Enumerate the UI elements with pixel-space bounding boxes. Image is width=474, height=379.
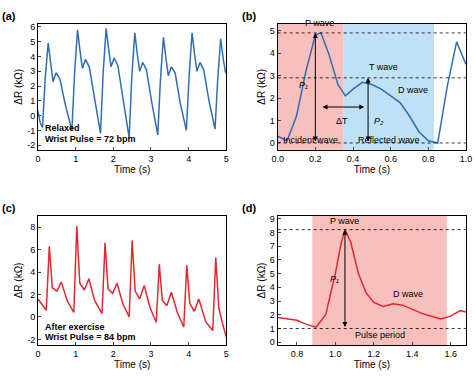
svg-text:D wave: D wave — [398, 85, 428, 95]
svg-text:3: 3 — [270, 71, 275, 81]
svg-text:0.0: 0.0 — [271, 154, 284, 164]
svg-text:Wrist Pulse = 72 bpm: Wrist Pulse = 72 bpm — [45, 134, 136, 144]
svg-text:0.2: 0.2 — [309, 154, 322, 164]
svg-text:1.2: 1.2 — [368, 349, 381, 359]
svg-text:6: 6 — [30, 245, 35, 255]
svg-text:-2: -2 — [27, 335, 35, 345]
svg-text:4: 4 — [186, 349, 191, 359]
svg-text:2: 2 — [270, 93, 275, 103]
svg-text:1.0: 1.0 — [460, 154, 473, 164]
svg-text:1.0: 1.0 — [329, 349, 342, 359]
svg-text:P₁: P₁ — [299, 80, 308, 90]
svg-text:0: 0 — [30, 312, 35, 322]
svg-text:(d): (d) — [242, 202, 256, 214]
svg-text:4: 4 — [186, 154, 191, 164]
svg-text:0: 0 — [270, 337, 275, 347]
svg-text:Time (s): Time (s) — [354, 164, 390, 175]
svg-text:P₂: P₂ — [374, 116, 384, 126]
svg-text:5: 5 — [224, 154, 229, 164]
svg-text:0: 0 — [35, 349, 40, 359]
svg-text:2: 2 — [270, 310, 275, 320]
svg-text:P wave: P wave — [330, 216, 359, 226]
svg-text:3: 3 — [148, 154, 153, 164]
svg-text:4: 4 — [30, 267, 35, 277]
svg-text:Incident wave: Incident wave — [283, 135, 338, 145]
svg-text:(a): (a) — [2, 10, 16, 22]
svg-text:2: 2 — [30, 290, 35, 300]
svg-text:1.4: 1.4 — [406, 349, 419, 359]
svg-text:Time (s): Time (s) — [114, 164, 150, 175]
svg-text:ΔT: ΔT — [336, 116, 348, 126]
svg-text:-1: -1 — [27, 126, 35, 136]
svg-text:8: 8 — [30, 222, 35, 232]
svg-text:6: 6 — [30, 22, 35, 32]
svg-text:D wave: D wave — [393, 289, 423, 299]
svg-text:0.8: 0.8 — [422, 154, 435, 164]
svg-text:1: 1 — [270, 116, 275, 126]
svg-text:0.4: 0.4 — [347, 154, 360, 164]
svg-text:1: 1 — [73, 154, 78, 164]
svg-text:4: 4 — [30, 52, 35, 62]
svg-text:ΔR (kΩ): ΔR (kΩ) — [256, 263, 267, 299]
svg-text:Wrist Pulse = 84 bpm: Wrist Pulse = 84 bpm — [45, 332, 136, 342]
svg-text:0: 0 — [35, 154, 40, 164]
svg-text:2: 2 — [111, 349, 116, 359]
svg-text:3: 3 — [30, 66, 35, 76]
svg-text:Time (s): Time (s) — [354, 359, 390, 370]
svg-text:2: 2 — [111, 154, 116, 164]
svg-text:5: 5 — [270, 26, 275, 36]
svg-text:1: 1 — [73, 349, 78, 359]
svg-text:0.6: 0.6 — [384, 154, 397, 164]
svg-text:1: 1 — [270, 324, 275, 334]
svg-text:2: 2 — [30, 81, 35, 91]
svg-text:9: 9 — [270, 214, 275, 224]
svg-text:5: 5 — [270, 269, 275, 279]
svg-text:8: 8 — [270, 228, 275, 238]
svg-text:7: 7 — [270, 241, 275, 251]
svg-text:Relaxed: Relaxed — [45, 123, 80, 133]
svg-text:0: 0 — [30, 111, 35, 121]
svg-text:ΔR (kΩ): ΔR (kΩ) — [13, 263, 24, 299]
svg-text:Pulse period: Pulse period — [355, 330, 405, 340]
svg-text:6: 6 — [270, 255, 275, 265]
svg-text:0: 0 — [270, 138, 275, 148]
svg-text:Reflected wave: Reflected wave — [358, 135, 420, 145]
svg-text:P₁: P₁ — [330, 274, 339, 284]
svg-text:After exercise: After exercise — [45, 322, 105, 332]
svg-text:1.6: 1.6 — [444, 349, 457, 359]
svg-text:5: 5 — [30, 37, 35, 47]
svg-text:4: 4 — [270, 48, 275, 58]
svg-text:(b): (b) — [242, 10, 256, 22]
svg-text:ΔR (kΩ): ΔR (kΩ) — [256, 69, 267, 105]
svg-text:3: 3 — [270, 296, 275, 306]
svg-text:0.8: 0.8 — [291, 349, 304, 359]
svg-text:-2: -2 — [27, 140, 35, 150]
svg-text:Time (s): Time (s) — [114, 359, 150, 370]
svg-text:T wave: T wave — [369, 62, 398, 72]
svg-text:P wave: P wave — [305, 18, 334, 28]
svg-text:(c): (c) — [2, 202, 16, 214]
svg-text:3: 3 — [148, 349, 153, 359]
svg-text:ΔR (kΩ): ΔR (kΩ) — [13, 69, 24, 105]
svg-text:1: 1 — [30, 96, 35, 106]
svg-text:5: 5 — [224, 349, 229, 359]
svg-text:4: 4 — [270, 282, 275, 292]
